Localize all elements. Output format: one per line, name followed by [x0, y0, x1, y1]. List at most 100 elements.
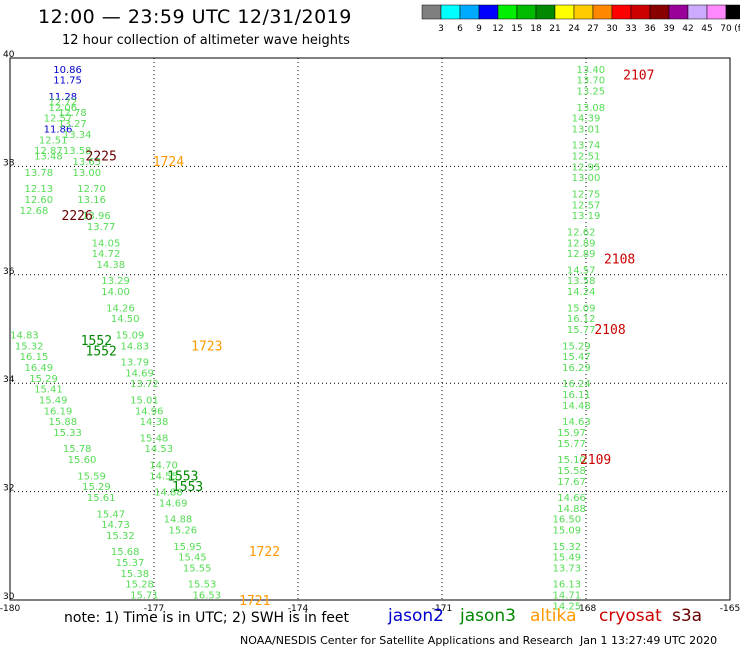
- wave-height-point: 15.55: [183, 563, 212, 574]
- pass-time-label: 2108: [594, 323, 625, 338]
- y-tick-label: 36: [3, 267, 15, 277]
- x-tick-label: -171: [432, 604, 452, 614]
- wave-height-point: 15.77: [557, 439, 586, 450]
- wave-height-point: 14.38: [96, 260, 125, 271]
- pass-time-label: 1552: [86, 345, 117, 360]
- wave-height-point: 13.40: [576, 65, 605, 76]
- wave-height-point: 15.09: [552, 526, 581, 537]
- wave-height-point: 16.53: [192, 591, 221, 602]
- wave-height-point: 14.24: [567, 287, 596, 298]
- wave-height-point: 13.08: [576, 103, 605, 114]
- wave-height-point: 12.72: [48, 97, 77, 108]
- wave-height-point: 15.61: [87, 493, 116, 504]
- wave-height-point: 13.58: [63, 146, 92, 157]
- wave-height-point: 15.29: [82, 482, 111, 493]
- scale-label: 3: [438, 24, 444, 34]
- y-tick-label: 38: [3, 158, 15, 168]
- wave-height-point: 15.10: [557, 455, 586, 466]
- wave-height-point: 13.58: [567, 276, 596, 287]
- wave-height-point: 15.37: [116, 558, 145, 569]
- x-tick-label: -177: [144, 604, 164, 614]
- scale-label: 70: [720, 24, 732, 34]
- scale-swatch: [440, 4, 461, 20]
- wave-height-point: 13.96: [82, 211, 111, 222]
- x-tick-label: -168: [576, 604, 597, 614]
- pass-time-label: 1552: [81, 334, 112, 349]
- chart-title: 12:00 — 23:59 UTC 12/31/2019: [38, 6, 352, 28]
- scale-swatch: [668, 4, 689, 20]
- wave-height-point: 12.87: [34, 146, 63, 157]
- wave-height-point: 13.74: [572, 141, 601, 152]
- wave-height-point: 14.70: [149, 461, 178, 472]
- wave-height-point: 14.96: [135, 406, 164, 417]
- wave-height-point: 15.32: [106, 531, 135, 542]
- scale-label: 6: [457, 24, 463, 34]
- scale-swatch: [592, 4, 613, 20]
- scale-label: 36: [644, 24, 656, 34]
- scale-swatch: [611, 4, 632, 20]
- wave-height-point: 13.29: [101, 276, 130, 287]
- scale-swatch: [554, 4, 575, 20]
- wave-height-point: 15.47: [562, 352, 591, 363]
- wave-height-point: 13.77: [87, 222, 116, 233]
- y-tick-label: 30: [3, 592, 15, 602]
- wave-height-point: 14.39: [572, 114, 601, 125]
- scale-swatch: [497, 4, 518, 20]
- wave-height-point: 14.71: [552, 591, 581, 602]
- wave-height-point: 15.29: [562, 341, 591, 352]
- wave-height-point: 15.33: [53, 428, 82, 439]
- wave-height-point: 12.70: [77, 184, 106, 195]
- scale-label: 39: [663, 24, 675, 34]
- pass-time-label: 1553: [167, 469, 198, 484]
- scale-swatch: [478, 4, 499, 20]
- wave-height-point: 16.49: [24, 363, 53, 374]
- wave-height-point: 15.53: [188, 580, 217, 591]
- wave-height-point: 13.48: [34, 152, 63, 163]
- scale-swatch: [630, 4, 651, 20]
- wave-height-point: 15.60: [68, 455, 97, 466]
- wave-height-point: 14.55: [149, 471, 178, 482]
- wave-height-point: 14.83: [10, 330, 39, 341]
- wave-height-point: 14.50: [111, 314, 140, 325]
- wave-height-point: 14.53: [144, 444, 173, 455]
- wave-height-point: 14.88: [164, 515, 193, 526]
- wave-height-point: 13.01: [572, 124, 601, 135]
- wave-height-point: 15.95: [173, 542, 202, 553]
- legend-s3a: s3a: [672, 606, 703, 626]
- wave-height-point: 10.86: [53, 65, 82, 76]
- wave-height-point: 13.25: [576, 87, 605, 98]
- wave-height-point: 12.51: [572, 152, 601, 163]
- wave-height-point: 16.24: [562, 379, 591, 390]
- wave-height-point: 14.66: [557, 493, 586, 504]
- plot-frame: [9, 57, 731, 601]
- wave-height-point: 11.75: [53, 76, 82, 87]
- wave-height-point: 16.13: [552, 580, 581, 591]
- legend-jason3: jason3: [460, 606, 516, 626]
- wave-height-point: 15.77: [567, 325, 596, 336]
- wave-height-point: 15.59: [77, 471, 106, 482]
- scale-label: 42: [682, 24, 693, 34]
- wave-height-point: 13.70: [576, 76, 605, 87]
- wave-height-point: 15.26: [168, 526, 197, 537]
- wave-height-point: 13.19: [572, 211, 601, 222]
- scale-label: 30: [606, 24, 618, 34]
- wave-height-point: 12.57: [44, 114, 73, 125]
- pass-time-label: 1722: [249, 545, 280, 560]
- pass-time-label: 2107: [623, 68, 654, 83]
- wave-height-point: 12.60: [24, 195, 53, 206]
- wave-height-point: 16.19: [44, 406, 73, 417]
- scale-swatch: [573, 4, 594, 20]
- wave-height-point: 15.47: [96, 509, 125, 520]
- scale-label: 24: [568, 24, 580, 34]
- pass-time-label: 2225: [86, 150, 117, 165]
- pass-time-label: 1723: [191, 339, 222, 354]
- chart-subtitle: 12 hour collection of altimeter wave hei…: [62, 33, 350, 48]
- pass-time-label: 1724: [153, 155, 184, 170]
- wave-height-point: 15.49: [39, 395, 68, 406]
- wave-height-point: 13.27: [58, 119, 87, 130]
- wave-height-point: 14.88: [154, 488, 183, 499]
- wave-height-point: 15.68: [111, 547, 140, 558]
